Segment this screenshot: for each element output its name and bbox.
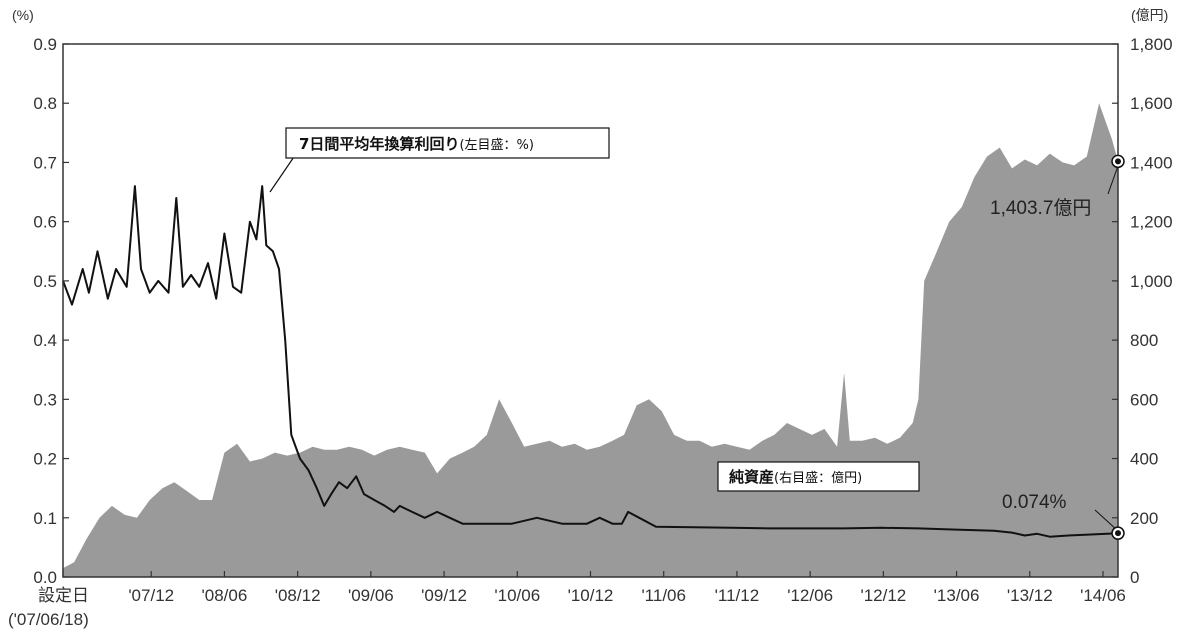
right-tick-label: 1,800 [1130, 35, 1173, 54]
asset-callout-sub: (右目盛：億円) [774, 470, 862, 486]
x-tick-label: '08/12 [275, 586, 321, 605]
left-tick-label: 0.0 [33, 568, 57, 587]
x-tick-label: '09/06 [348, 586, 394, 605]
right-tick-label: 1,000 [1130, 272, 1173, 291]
left-tick-label: 0.4 [33, 331, 57, 350]
right-tick-label: 1,400 [1130, 153, 1173, 172]
right-tick-label: 0 [1130, 568, 1139, 587]
x-tick-label: '11/12 [715, 586, 760, 605]
left-tick-label: 0.1 [33, 509, 57, 528]
right-tick-label: 1,600 [1130, 94, 1173, 113]
right-tick-label: 200 [1130, 509, 1158, 528]
left-tick-label: 0.9 [33, 35, 57, 54]
asset-end-value: 1,403.7億円 [990, 197, 1091, 219]
asset-callout-label: 純資産(右目盛：億円) [729, 468, 862, 486]
x-tick-label: '12/06 [787, 586, 833, 605]
yield-end-marker-dot [1115, 530, 1121, 537]
x-tick-label: '10/12 [568, 586, 614, 605]
right-tick-label: 400 [1130, 450, 1158, 469]
x-tick-label: '10/06 [494, 586, 540, 605]
x-tick-label: '13/12 [1007, 586, 1053, 605]
left-tick-label: 0.5 [33, 272, 57, 291]
x-tick-label: 設定日 [38, 586, 89, 605]
left-tick-label: 0.7 [33, 153, 57, 172]
yield-callout-sub: (左目盛：%) [459, 138, 534, 153]
asset-end-leader [1107, 162, 1120, 195]
yield-end-value: 0.074% [1002, 492, 1067, 513]
series-yield-line [62, 185, 1119, 538]
asset-callout-box [717, 461, 920, 492]
series-net-assets-area [63, 103, 1118, 577]
yield-callout-label: 7日間平均年換算利回り(左目盛：%) [299, 135, 534, 153]
x-tick-label: '12/12 [860, 586, 906, 605]
x-first-sub-label: ('07/06/18) [8, 610, 89, 629]
x-tick-label: '08/06 [202, 586, 248, 605]
left-tick-label: 0.2 [33, 450, 57, 469]
x-tick-label: '13/06 [934, 586, 980, 605]
x-tick-label: '07/12 [128, 586, 174, 605]
right-axis-unit: (億円) [1131, 7, 1168, 23]
x-tick-label: '09/12 [421, 586, 467, 605]
x-tick-label: '11/06 [641, 586, 686, 605]
yield-callout-box [285, 127, 610, 159]
yield-end-leader [1094, 509, 1118, 531]
asset-callout-title: 純資産 [729, 468, 774, 486]
right-tick-label: 800 [1130, 331, 1158, 350]
left-tick-label: 0.3 [33, 390, 57, 409]
right-tick-label: 600 [1130, 390, 1158, 409]
yield-callout-title: 7日間平均年換算利回り [299, 135, 459, 153]
left-axis-unit: (%) [12, 7, 34, 23]
left-tick-label: 0.6 [33, 213, 57, 232]
left-tick-label: 0.8 [33, 94, 57, 113]
x-tick-label: '14/06 [1080, 586, 1126, 605]
right-tick-label: 1,200 [1130, 213, 1173, 232]
asset-end-marker-dot [1115, 158, 1121, 165]
